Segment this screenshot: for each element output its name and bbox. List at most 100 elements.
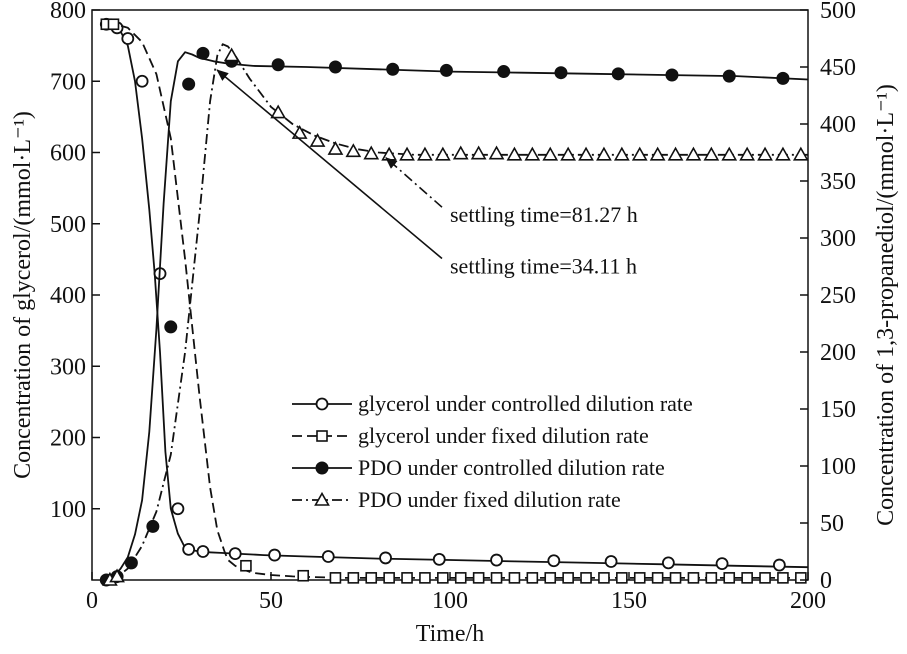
y-right-axis-title: Concentration of 1,3-propanediol/(mmol·L… xyxy=(873,84,899,526)
series-layer xyxy=(99,17,809,587)
y-right-tick-label: 450 xyxy=(820,55,856,81)
ticks-layer: 0 50 100 150 200 100 200 300 400 500 600 700 800 0 50 1… xyxy=(50,0,856,614)
data-point xyxy=(685,146,702,161)
data-point xyxy=(328,60,342,74)
data-point xyxy=(329,572,342,584)
data-point xyxy=(452,145,469,160)
data-point xyxy=(399,146,415,161)
data-point xyxy=(268,548,281,562)
data-point xyxy=(772,558,786,572)
data-point xyxy=(661,556,675,570)
legend-entry: glycerol under fixed dilution rate xyxy=(292,423,649,448)
data-point xyxy=(196,46,210,60)
data-point xyxy=(121,32,135,45)
data-point xyxy=(196,545,210,558)
y-right-tick-label: 300 xyxy=(820,226,856,252)
series-4 xyxy=(102,43,809,586)
annotation-arrow xyxy=(385,157,443,208)
annotation-text: settling time=34.11 h xyxy=(450,254,637,279)
y-right-tick-label: 400 xyxy=(820,112,856,138)
data-point xyxy=(598,572,610,584)
series-2 xyxy=(100,18,808,584)
data-point xyxy=(488,145,505,160)
legend-label: glycerol under fixed dilution rate xyxy=(358,423,649,448)
data-point xyxy=(611,67,625,81)
y-left-tick-label: 300 xyxy=(50,354,86,380)
y-right-tick-label: 350 xyxy=(820,169,856,195)
data-point xyxy=(383,572,395,584)
x-axis-title: Time/h xyxy=(416,621,484,647)
legend-marker xyxy=(314,491,330,506)
y-right-tick-label: 200 xyxy=(820,340,856,366)
data-point xyxy=(401,572,413,584)
series-line xyxy=(105,51,809,581)
data-point xyxy=(417,146,433,161)
data-point xyxy=(596,146,612,161)
data-point xyxy=(270,104,287,119)
data-point xyxy=(240,559,252,572)
x-tick-label: 150 xyxy=(611,588,647,614)
legend-label: PDO under fixed dilution rate xyxy=(358,487,621,512)
data-point xyxy=(419,572,431,584)
data-point xyxy=(508,572,521,584)
data-point xyxy=(347,572,360,584)
data-point xyxy=(182,77,196,91)
y-right-tick-label: 250 xyxy=(820,283,856,309)
data-point xyxy=(792,146,809,161)
data-point xyxy=(739,146,756,161)
annotation-2: settling time=34.11 h xyxy=(216,69,637,279)
annotation-1: settling time=81.27 h xyxy=(385,157,638,227)
data-point xyxy=(472,572,485,584)
data-point xyxy=(327,140,344,155)
data-point xyxy=(723,572,736,584)
data-point xyxy=(386,62,400,76)
x-tick-label: 200 xyxy=(790,588,826,614)
y-left-axis-title: Concentration of glycerol/(mmol·L⁻¹) xyxy=(10,111,36,479)
data-point xyxy=(171,502,185,516)
data-point xyxy=(757,146,773,161)
data-point xyxy=(432,552,446,566)
data-point xyxy=(439,63,453,77)
legend-entry: glycerol under controlled dilution rate xyxy=(292,391,693,416)
data-point xyxy=(434,146,451,161)
data-point xyxy=(363,145,380,160)
annotation-layer: settling time=81.27 h settling time=34.11… xyxy=(216,69,638,279)
data-point xyxy=(182,542,196,556)
data-point xyxy=(544,572,557,584)
y-right-tick-label: 0 xyxy=(820,568,832,594)
data-point xyxy=(775,146,791,161)
data-point xyxy=(107,18,120,31)
data-point xyxy=(124,556,138,570)
data-point xyxy=(795,572,807,584)
data-point xyxy=(715,557,729,571)
data-point xyxy=(321,550,335,563)
legend-label: PDO under controlled dilution rate xyxy=(358,455,665,480)
data-point xyxy=(228,547,242,561)
data-point xyxy=(490,553,503,567)
legend-entry: PDO under fixed dilution rate xyxy=(292,487,621,512)
annotation-arrow xyxy=(216,69,443,260)
data-point xyxy=(437,572,449,584)
data-point xyxy=(542,146,559,161)
data-point xyxy=(454,572,467,584)
data-point xyxy=(759,572,771,584)
data-point xyxy=(109,568,125,583)
data-point xyxy=(297,569,310,582)
y-left-tick-label: 100 xyxy=(50,497,86,523)
y-left-tick-label: 700 xyxy=(50,69,86,95)
y-left-tick-label: 200 xyxy=(50,426,86,452)
y-right-tick-label: 100 xyxy=(820,454,856,480)
data-point xyxy=(665,68,679,82)
legend-marker xyxy=(316,430,328,442)
y-right-tick-label: 500 xyxy=(820,0,856,24)
data-point xyxy=(604,555,618,568)
data-point xyxy=(291,124,308,139)
data-point xyxy=(667,146,684,161)
data-point xyxy=(687,572,700,584)
data-point xyxy=(506,146,523,161)
y-right-tick-label: 150 xyxy=(820,397,856,423)
series-line xyxy=(106,43,808,581)
data-point xyxy=(490,572,503,584)
